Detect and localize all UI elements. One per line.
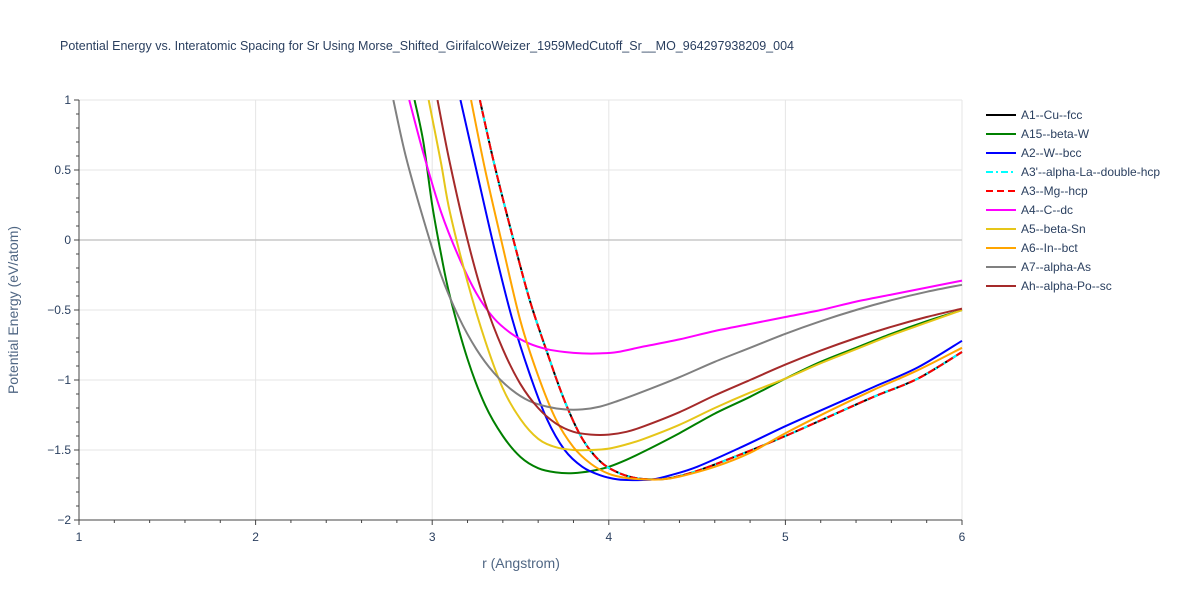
legend-item-a15-beta-w[interactable]: A15--beta-W: [986, 127, 1090, 141]
x-tick-label: 1: [76, 530, 83, 544]
y-axis-label: Potential Energy (eV/atom): [5, 226, 21, 394]
series-line-a5-beta-sn: [427, 100, 963, 452]
legend-item-a3-mg-hcp[interactable]: A3--Mg--hcp: [986, 184, 1088, 198]
legend-label: A3--Mg--hcp: [1021, 184, 1088, 198]
y-tick-label: −1: [57, 373, 71, 387]
legend-item-a5-beta-sn[interactable]: A5--beta-Sn: [986, 222, 1086, 236]
x-tick-label: 4: [605, 530, 612, 544]
x-tick-label: 3: [429, 530, 436, 544]
series-line-a2-w-bcc: [459, 100, 963, 482]
legend-item-a2-w-bcc[interactable]: A2--W--bcc: [986, 146, 1081, 160]
legend-label: A5--beta-Sn: [1021, 222, 1086, 236]
series-lines: [392, 100, 963, 482]
series-line-a4-c-dc: [408, 100, 963, 355]
x-axis-label: r (Angstrom): [482, 555, 560, 571]
chart-title: Potential Energy vs. Interatomic Spacing…: [60, 39, 794, 53]
x-tick-label: 2: [252, 530, 259, 544]
series-line-ah-alpha-po-sc: [436, 100, 963, 436]
legend-item-a7-alpha-as[interactable]: A7--alpha-As: [986, 260, 1091, 274]
legend-label: A1--Cu--fcc: [1021, 108, 1082, 122]
series-line-a3-mg-hcp: [478, 100, 963, 481]
legend-label: A2--W--bcc: [1021, 146, 1081, 160]
legend-label: A3'--alpha-La--double-hcp: [1021, 165, 1160, 179]
legend[interactable]: A1--Cu--fcc A15--beta-W A2--W--bcc A3'--alp…: [986, 108, 1160, 293]
legend-item-ah-alpha-po-sc[interactable]: Ah--alpha-Po--sc: [986, 279, 1112, 293]
legend-item-a1-cu-fcc[interactable]: A1--Cu--fcc: [986, 108, 1082, 122]
series-line-a7-alpha-as: [392, 100, 963, 411]
legend-label: A15--beta-W: [1021, 127, 1090, 141]
y-tick-label: −2: [57, 513, 71, 527]
tick-labels: 1 2 3 4 5 6 1 0.5 0 −0.5 −1 −1.5 −2: [47, 93, 965, 544]
legend-label: Ah--alpha-Po--sc: [1021, 279, 1112, 293]
x-tick-label: 6: [959, 530, 966, 544]
series-line-a6-in-bct: [470, 100, 963, 481]
y-tick-label: −1.5: [47, 443, 71, 457]
y-tick-label: −0.5: [47, 303, 71, 317]
legend-item-a3-alpha-la-double-hcp[interactable]: A3'--alpha-La--double-hcp: [986, 165, 1160, 179]
legend-label: A6--In--bct: [1021, 241, 1078, 255]
legend-item-a6-in-bct[interactable]: A6--In--bct: [986, 241, 1078, 255]
x-tick-label: 5: [782, 530, 789, 544]
y-tick-label: 1: [64, 93, 71, 107]
legend-label: A7--alpha-As: [1021, 260, 1091, 274]
y-tick-label: 0.5: [54, 163, 71, 177]
y-tick-label: 0: [64, 233, 71, 247]
axes: [74, 99, 963, 525]
legend-label: A4--C--dc: [1021, 203, 1073, 217]
legend-item-a4-c-dc[interactable]: A4--C--dc: [986, 203, 1073, 217]
